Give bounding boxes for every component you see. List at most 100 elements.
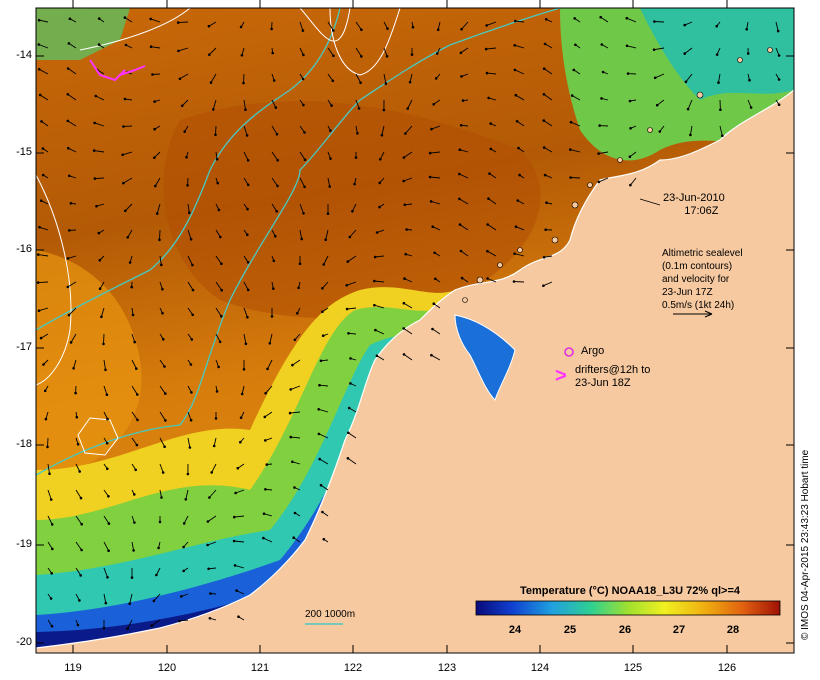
velocity-arrow-head xyxy=(107,549,110,552)
velocity-arrow-head xyxy=(100,315,103,319)
velocity-arrow xyxy=(513,281,525,283)
alt-line-3: and velocity for xyxy=(662,274,730,285)
velocity-arrow-head xyxy=(80,548,83,552)
velocity-arrow-head xyxy=(380,133,384,137)
velocity-arrow-head xyxy=(246,261,250,264)
velocity-arrow xyxy=(159,359,165,367)
velocity-arrow-head xyxy=(107,522,111,525)
velocity-arrow-head xyxy=(570,94,574,97)
velocity-arrow xyxy=(403,302,413,309)
velocity-arrow-head xyxy=(385,55,389,58)
velocity-arrow-head xyxy=(97,17,101,20)
velocity-arrow-head xyxy=(430,353,433,357)
velocity-arrow xyxy=(327,21,334,31)
velocity-arrow xyxy=(264,411,273,418)
velocity-arrow xyxy=(159,229,161,240)
velocity-arrow xyxy=(103,359,106,370)
velocity-arrow-head xyxy=(163,365,166,368)
velocity-arrow xyxy=(67,255,77,259)
velocity-arrow-head xyxy=(461,99,465,102)
west-band xyxy=(36,250,142,480)
velocity-arrow-head xyxy=(460,27,463,31)
velocity-arrow xyxy=(179,73,189,80)
king-sound xyxy=(454,314,516,401)
velocity-arrow-head xyxy=(717,81,720,84)
velocity-arrow xyxy=(123,125,133,127)
velocity-arrow-head xyxy=(38,93,42,97)
velocity-arrow-head xyxy=(50,624,54,628)
velocity-arrow-head xyxy=(655,103,659,107)
velocity-arrow xyxy=(75,567,82,576)
velocity-arrow xyxy=(271,151,279,161)
velocity-arrow-head xyxy=(206,543,209,547)
velocity-arrow xyxy=(39,19,49,23)
velocity-arrow-head xyxy=(104,368,107,372)
velocity-arrow-head xyxy=(289,435,293,439)
velocity-arrow-head xyxy=(161,287,164,291)
velocity-arrow-head xyxy=(321,310,324,314)
velocity-arrow-head xyxy=(97,231,101,235)
velocity-arrow-head xyxy=(123,97,127,101)
velocity-arrow-head xyxy=(37,18,41,22)
velocity-arrow-head xyxy=(180,595,183,598)
map-frame xyxy=(35,7,795,654)
velocity-arrow-head xyxy=(107,495,110,498)
velocity-arrow-head xyxy=(234,491,237,495)
velocity-arrow xyxy=(430,176,441,179)
velocity-arrow-head xyxy=(246,233,249,236)
velocity-arrow-head xyxy=(302,103,305,107)
velocity-arrow xyxy=(292,461,301,465)
velocity-arrow xyxy=(487,278,497,283)
velocity-arrow-head xyxy=(628,155,632,158)
lat-label: -18 xyxy=(16,438,32,450)
velocity-arrow-head xyxy=(152,599,156,603)
velocity-arrow xyxy=(215,333,221,343)
velocity-arrow-head xyxy=(408,80,412,84)
velocity-arrow-head xyxy=(239,440,242,444)
velocity-arrow-head xyxy=(122,125,125,128)
velocity-arrow xyxy=(103,593,107,604)
velocity-arrow-head xyxy=(686,107,690,111)
velocity-arrow-head xyxy=(518,173,521,177)
velocity-arrow-head xyxy=(434,77,438,80)
velocity-arrow-head xyxy=(384,82,388,85)
velocity-arrow xyxy=(210,73,217,83)
velocity-arrow xyxy=(487,224,497,231)
velocity-arrow xyxy=(654,21,665,23)
velocity-arrow-head xyxy=(37,253,40,256)
velocity-arrow xyxy=(630,177,637,186)
velocity-arrow xyxy=(153,593,161,602)
velocity-arrow xyxy=(431,125,441,130)
velocity-arrow-head xyxy=(246,315,249,319)
velocity-arrow xyxy=(355,99,360,109)
velocity-arrow xyxy=(178,21,189,24)
velocity-arrow xyxy=(486,47,497,50)
velocity-arrow-head xyxy=(130,285,133,289)
velocity-arrow xyxy=(299,125,305,133)
velocity-arrow xyxy=(348,432,357,439)
velocity-arrow xyxy=(351,203,357,212)
velocity-arrow xyxy=(486,21,497,26)
velocity-arrow-head xyxy=(106,417,109,421)
velocity-arrow-head xyxy=(150,624,154,627)
velocity-arrow-head xyxy=(653,76,657,80)
velocity-arrow-head xyxy=(153,127,156,131)
velocity-arrow-head xyxy=(262,536,265,540)
velocity-arrow-head xyxy=(220,314,223,318)
altimetry-note: Altimetric sealevel (0.1m contours) and … xyxy=(662,247,743,312)
velocity-arrow-head xyxy=(46,445,49,449)
velocity-arrow xyxy=(103,411,108,420)
velocity-arrow xyxy=(39,226,49,231)
alt-line-2: (0.1m contours) xyxy=(662,261,733,272)
velocity-arrow-head xyxy=(514,225,518,228)
velocity-arrow-head xyxy=(345,307,349,311)
velocity-arrow-head xyxy=(217,208,221,212)
velocity-arrow-head xyxy=(188,211,191,214)
velocity-arrow-head xyxy=(149,17,152,21)
velocity-arrow-head xyxy=(268,342,272,345)
velocity-arrow-head xyxy=(214,417,218,420)
velocity-arrow xyxy=(269,333,273,344)
contour-1000m xyxy=(36,8,341,331)
velocity-arrow-head xyxy=(158,238,161,242)
velocity-arrow-head xyxy=(41,147,45,150)
